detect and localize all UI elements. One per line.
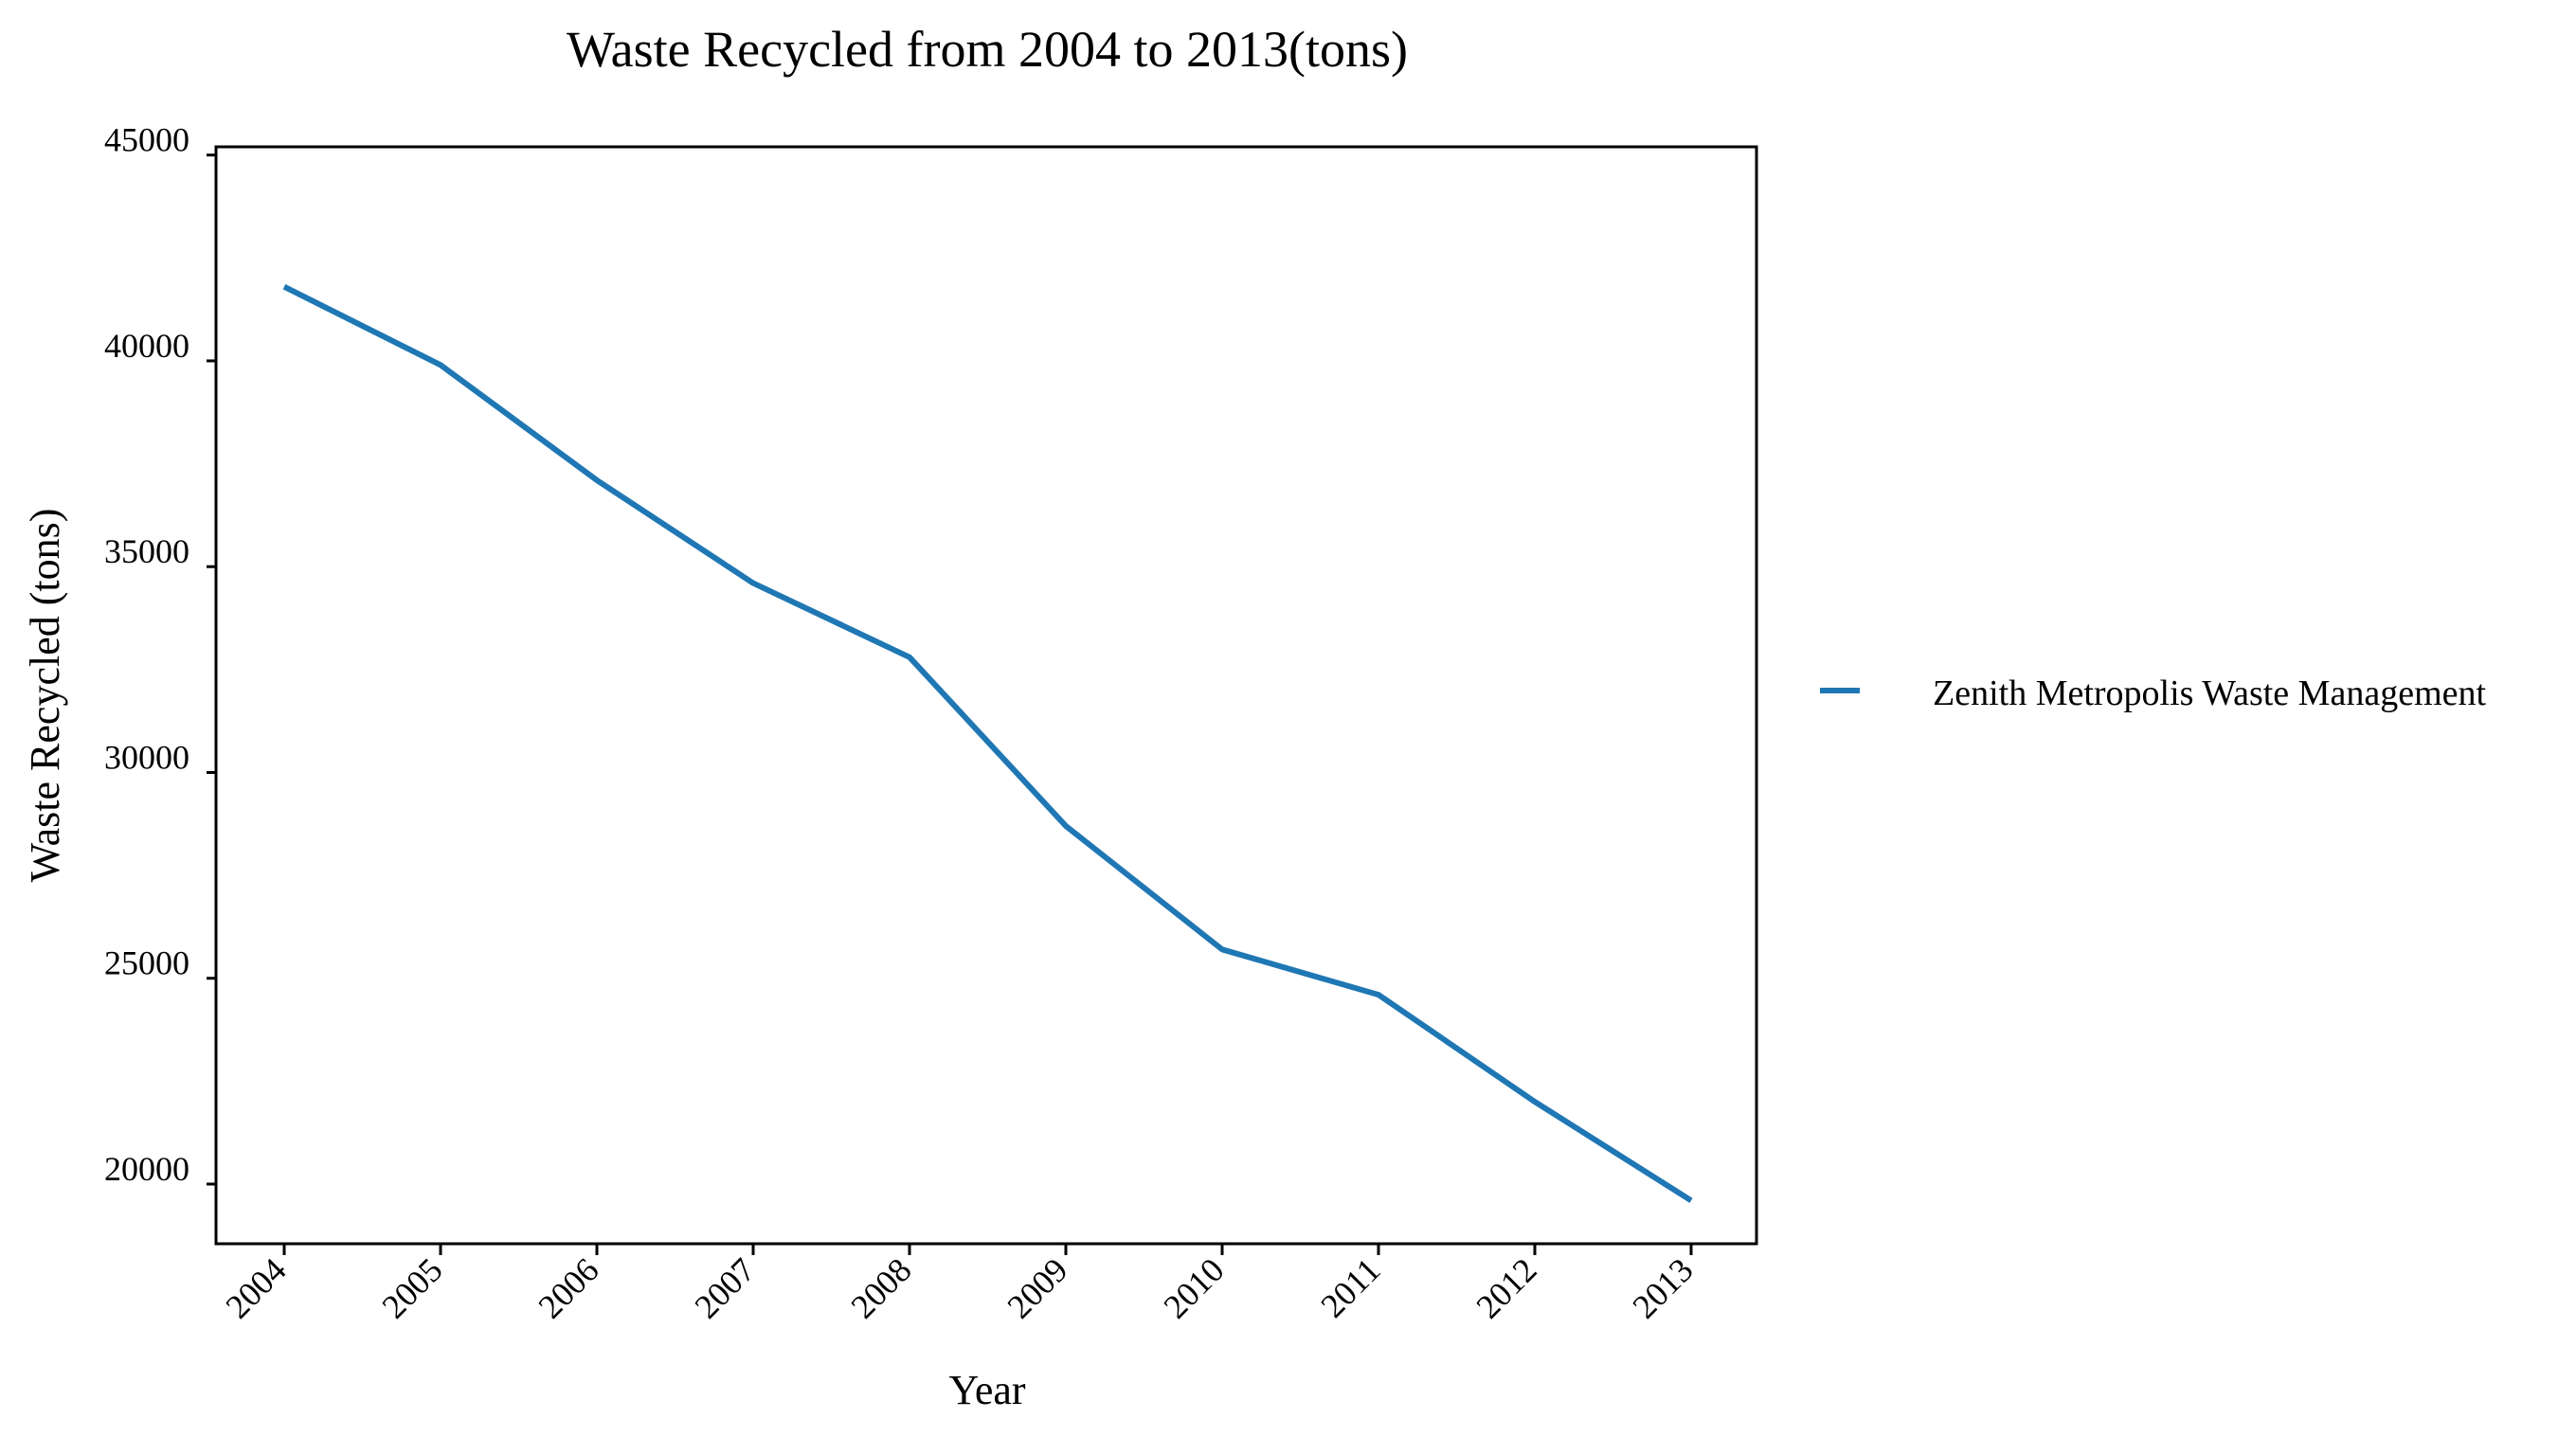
y-tick-label: 45000: [104, 121, 189, 159]
y-axis: 20000 25000 30000 35000 40000 45000: [104, 121, 216, 1188]
plot-area: [214, 145, 1758, 1246]
y-tick-label: 25000: [104, 944, 189, 982]
y-tick-label: 35000: [104, 532, 189, 570]
y-tick-label: 40000: [104, 327, 189, 365]
x-axis-label: Year: [948, 1367, 1025, 1413]
series-group: [282, 284, 1693, 1203]
x-axis: 2004 2005 2006 2007 2008 2009 2010 2011 2012 2013: [218, 1244, 1701, 1326]
x-tick-label: 2004: [218, 1250, 293, 1325]
series-line: [282, 284, 1693, 1203]
x-tick-label: 2007: [687, 1250, 762, 1325]
legend-label: Zenith Metropolis Waste Management: [1933, 674, 2486, 713]
x-tick-label: 2011: [1313, 1250, 1387, 1324]
x-tick-label: 2009: [1000, 1250, 1074, 1325]
x-tick-label: 2013: [1625, 1250, 1700, 1325]
x-tick-label: 2005: [374, 1250, 449, 1325]
y-axis-label: Waste Recycled (tons): [22, 509, 68, 883]
x-tick-label: 2010: [1156, 1250, 1231, 1325]
y-tick-label: 20000: [104, 1150, 189, 1188]
legend: Zenith Metropolis Waste Management: [1820, 674, 2486, 713]
chart-title: Waste Recycled from 2004 to 2013(tons): [567, 21, 1408, 78]
y-tick-label: 30000: [104, 738, 189, 776]
x-tick-label: 2008: [843, 1250, 918, 1325]
x-tick-label: 2012: [1468, 1250, 1543, 1325]
x-tick-label: 2006: [531, 1250, 605, 1325]
